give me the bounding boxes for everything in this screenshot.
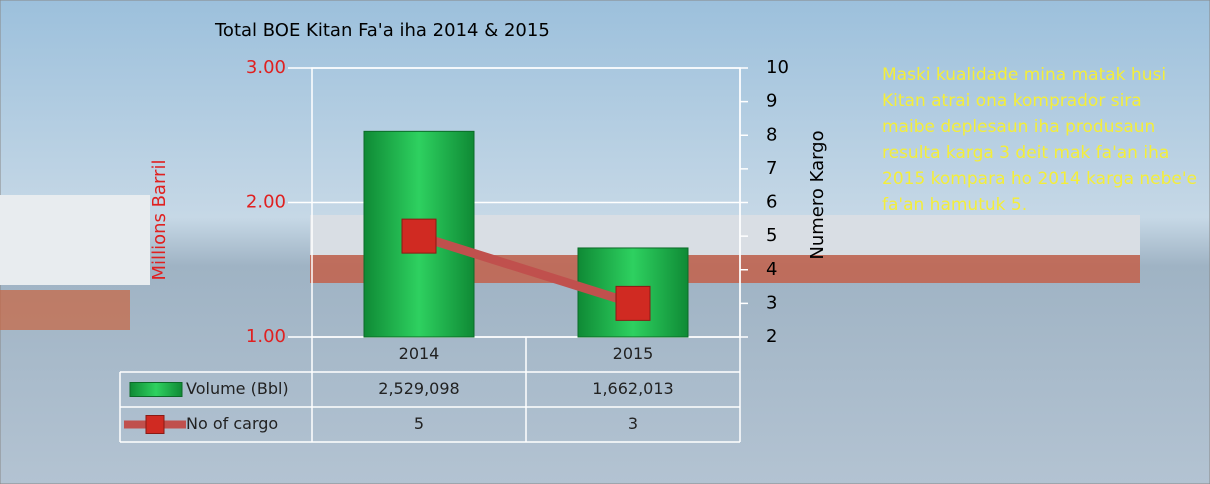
y2-tick-label: 2 — [766, 326, 777, 347]
annotation: Maski kualidade mina matak husi Kitan at… — [882, 62, 1200, 218]
y-axis-label: Millions Barril — [149, 160, 170, 281]
y2-axis-label: Numero Kargo — [807, 130, 828, 259]
y-tick-label: 2.00 — [246, 192, 286, 213]
table-value: 2,529,098 — [378, 379, 459, 398]
x-tick-label: 2015 — [613, 344, 654, 363]
ship — [0, 195, 150, 285]
table-value: 1,662,013 — [592, 379, 673, 398]
chart-title: Total BOE Kitan Fa'a iha 2014 & 2015 — [214, 20, 550, 41]
x-tick-label: 2014 — [399, 344, 440, 363]
y2-tick-label: 3 — [766, 292, 777, 313]
legend-label: Volume (Bbl) — [186, 379, 289, 398]
y2-tick-label: 7 — [766, 158, 777, 179]
y2-tick-label: 8 — [766, 124, 777, 145]
legend-key — [130, 383, 182, 397]
ship-hull — [0, 290, 130, 330]
legend-label: No of cargo — [186, 414, 278, 433]
marker — [616, 286, 650, 320]
table-value: 3 — [628, 414, 638, 433]
y2-tick-label: 10 — [766, 57, 789, 78]
y2-tick-label: 6 — [766, 192, 777, 213]
page: Total BOE Kitan Fa'a iha 2014 & 2015 Mil… — [0, 0, 1210, 484]
y-tick-label: 3.00 — [246, 57, 286, 78]
y2-tick-label: 9 — [766, 91, 777, 112]
marker — [402, 219, 436, 253]
y2-tick-label: 5 — [766, 225, 777, 246]
legend-key — [146, 416, 164, 434]
y2-tick-label: 4 — [766, 259, 777, 280]
y-tick-label: 1.00 — [246, 326, 286, 347]
table-value: 5 — [414, 414, 424, 433]
